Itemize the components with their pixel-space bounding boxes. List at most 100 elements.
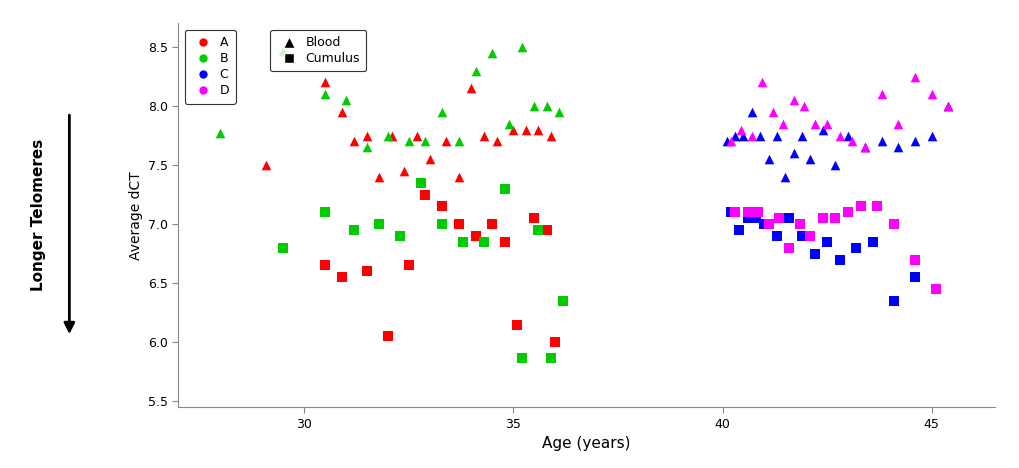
Point (839, 209, 855, 216)
Point (826, 161, 843, 169)
Point (733, 126, 749, 133)
Point (940, 102, 956, 110)
Point (379, 333, 395, 340)
Point (795, 102, 811, 110)
Point (438, 138, 454, 145)
Point (417, 138, 433, 145)
Point (337, 96, 354, 104)
Point (538, 102, 554, 110)
Point (922, 132, 938, 139)
Point (504, 126, 521, 133)
Point (852, 203, 868, 210)
Point (542, 354, 558, 361)
Legend: Blood, Cumulus: Blood, Cumulus (270, 29, 366, 71)
Point (317, 79, 333, 86)
Point (333, 273, 350, 281)
Point (463, 85, 479, 92)
Point (379, 132, 395, 139)
Point (467, 67, 483, 74)
Point (496, 185, 513, 192)
Point (513, 354, 529, 361)
Point (526, 214, 542, 222)
Point (927, 285, 944, 293)
Point (317, 90, 333, 98)
Point (450, 138, 467, 145)
Point (421, 155, 437, 163)
Point (747, 214, 763, 222)
Point (391, 232, 408, 240)
Point (400, 262, 417, 269)
Point (868, 203, 884, 210)
Point (488, 138, 504, 145)
Point (814, 126, 830, 133)
Point (768, 232, 785, 240)
Point (872, 138, 889, 145)
Point (433, 108, 449, 116)
Point (801, 155, 817, 163)
Point (830, 132, 847, 139)
Point (542, 132, 558, 139)
Point (826, 214, 843, 222)
Point (770, 214, 787, 222)
Point (735, 132, 751, 139)
Point (484, 49, 500, 57)
Point (793, 232, 809, 240)
Point (781, 244, 797, 251)
Point (776, 173, 793, 181)
Point (496, 238, 513, 246)
Point (317, 209, 333, 216)
X-axis label: Age (years): Age (years) (542, 436, 630, 451)
Point (753, 79, 769, 86)
Point (717, 138, 734, 145)
Point (345, 227, 362, 234)
Point (759, 155, 775, 163)
Point (383, 132, 399, 139)
Point (856, 144, 872, 151)
Point (844, 138, 860, 145)
Point (751, 132, 767, 139)
Point (791, 220, 807, 228)
Point (906, 273, 922, 281)
Point (546, 338, 562, 346)
Point (864, 238, 880, 246)
Point (764, 108, 781, 116)
Point (467, 232, 483, 240)
Point (450, 220, 467, 228)
Point (755, 220, 771, 228)
Point (848, 244, 864, 251)
Point (785, 150, 801, 157)
Point (371, 220, 387, 228)
Point (359, 144, 375, 151)
Point (743, 108, 759, 116)
Point (518, 126, 534, 133)
Point (886, 220, 902, 228)
Point (839, 132, 855, 139)
Point (413, 179, 429, 187)
Point (450, 173, 467, 181)
Y-axis label: Average dCT: Average dCT (128, 171, 143, 260)
Point (727, 209, 743, 216)
Point (400, 138, 417, 145)
Point (359, 268, 375, 275)
Point (530, 227, 546, 234)
Point (872, 90, 889, 98)
Point (727, 132, 743, 139)
Point (433, 203, 449, 210)
Point (749, 209, 765, 216)
Point (731, 227, 747, 234)
Point (345, 138, 362, 145)
Point (906, 256, 922, 263)
Point (333, 108, 350, 116)
Point (793, 132, 809, 139)
Point (906, 73, 922, 80)
Point (526, 102, 542, 110)
Point (940, 102, 956, 110)
Point (890, 120, 906, 127)
Point (886, 297, 902, 305)
Point (550, 108, 567, 116)
Point (513, 43, 529, 51)
Point (317, 262, 333, 269)
Point (475, 238, 491, 246)
Point (275, 244, 291, 251)
Point (781, 214, 797, 222)
